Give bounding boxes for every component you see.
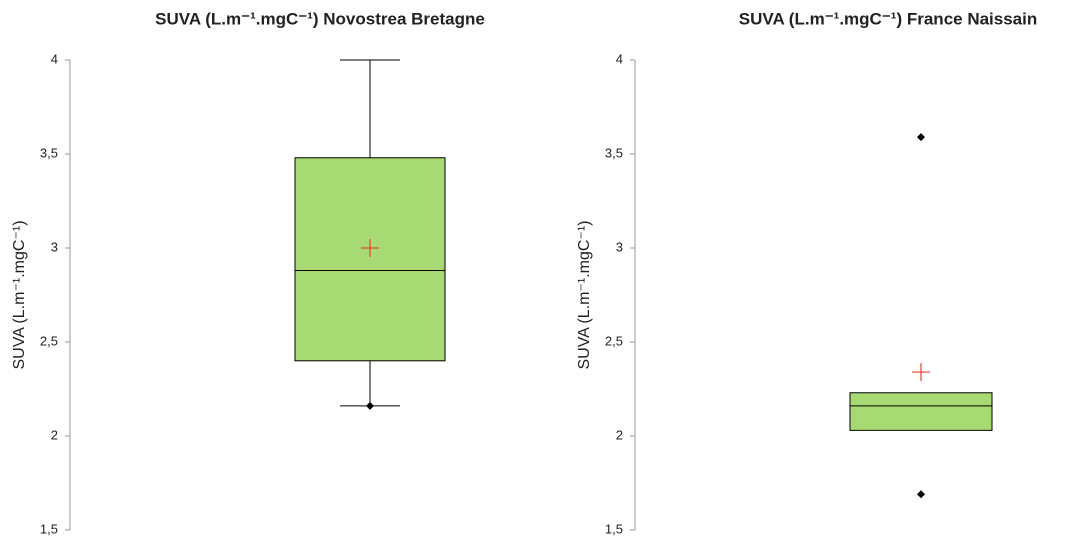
- point: [917, 133, 925, 142]
- y-tick-label: 4: [51, 51, 58, 66]
- point: [366, 401, 374, 410]
- chart-title: SUVA (L.m⁻¹.mgC⁻¹) France Naissain: [739, 9, 1038, 28]
- y-tick-label: 2: [616, 427, 623, 442]
- y-tick-label: 2: [51, 427, 58, 442]
- y-tick-label: 2,5: [605, 333, 623, 348]
- y-tick-label: 1,5: [605, 521, 623, 536]
- box: [294, 157, 446, 362]
- y-tick-label: 3: [616, 239, 623, 254]
- mean-marker: [912, 363, 930, 382]
- y-tick-label: 1,5: [40, 521, 58, 536]
- y-tick-label: 3: [51, 239, 58, 254]
- box: [849, 392, 993, 431]
- chart-title: SUVA (L.m⁻¹.mgC⁻¹) Novostrea Bretagne: [155, 9, 485, 28]
- y-tick-label: 2,5: [40, 333, 58, 348]
- y-axis-label: SUVA (L.m⁻¹.mgC⁻¹): [576, 220, 593, 369]
- y-tick-label: 3,5: [605, 145, 623, 160]
- chart: SUVA (L.m⁻¹.mgC⁻¹) France Naissain SUVA (…: [576, 9, 1037, 536]
- mean-marker: [361, 239, 379, 257]
- chart: SUVA (L.m⁻¹.mgC⁻¹) Novostrea Bretagne SUV…: [11, 9, 485, 536]
- point: [917, 490, 925, 499]
- y-tick-label: 4: [616, 51, 623, 66]
- y-tick-label: 3,5: [40, 145, 58, 160]
- y-axis-label: SUVA (L.m⁻¹.mgC⁻¹): [11, 220, 28, 369]
